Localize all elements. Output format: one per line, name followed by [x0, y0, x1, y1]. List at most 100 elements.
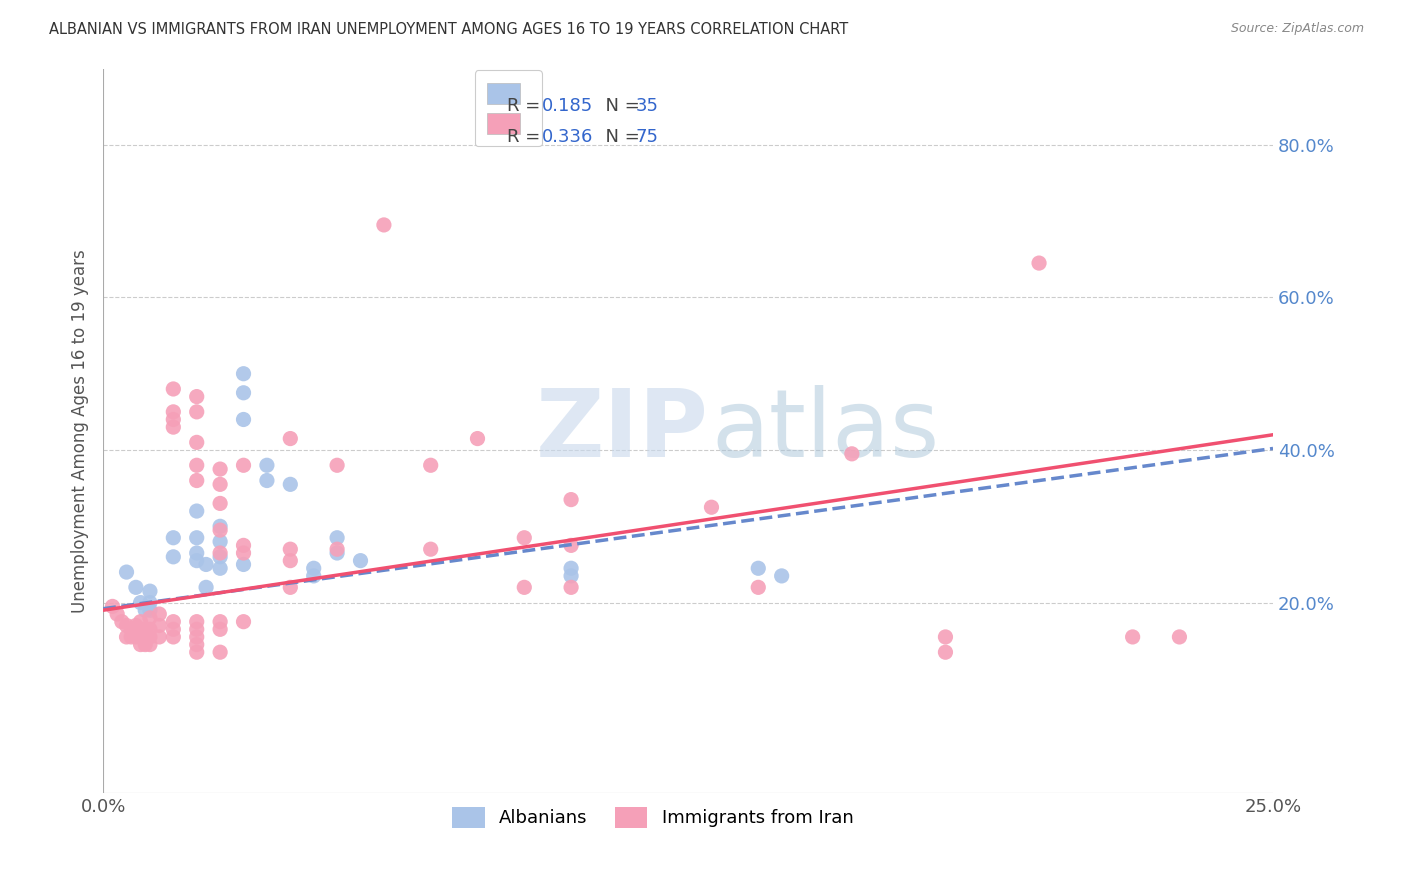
Point [302, 561, 325, 575]
Point [934, 645, 956, 659]
Point [125, 618, 148, 632]
Point [349, 554, 371, 568]
Point [186, 435, 208, 450]
Point [419, 542, 441, 557]
Point [326, 531, 349, 545]
Point [326, 546, 349, 560]
Point [560, 569, 582, 583]
Point [162, 420, 184, 434]
Point [934, 630, 956, 644]
Point [1168, 630, 1191, 644]
Point [120, 623, 142, 637]
Point [232, 558, 254, 572]
Y-axis label: Unemployment Among Ages 16 to 19 years: Unemployment Among Ages 16 to 19 years [72, 249, 89, 613]
Point [125, 580, 148, 594]
Text: R =: R = [506, 128, 546, 146]
Point [111, 615, 134, 629]
Point [232, 538, 254, 552]
Point [162, 615, 184, 629]
Point [186, 405, 208, 419]
Point [278, 554, 301, 568]
Point [278, 432, 301, 446]
Point [162, 382, 184, 396]
Point [700, 500, 723, 515]
Point [256, 458, 278, 473]
Point [209, 546, 232, 560]
Point [129, 596, 152, 610]
Text: atlas: atlas [711, 385, 939, 477]
Point [232, 546, 254, 560]
Point [139, 623, 162, 637]
Point [186, 504, 208, 518]
Point [186, 531, 208, 545]
Text: N =: N = [595, 97, 645, 115]
Point [139, 596, 162, 610]
Text: 0.185: 0.185 [541, 97, 593, 115]
Point [513, 580, 536, 594]
Point [125, 630, 148, 644]
Point [209, 561, 232, 575]
Point [129, 623, 152, 637]
Point [747, 580, 769, 594]
Point [105, 607, 128, 621]
Point [186, 546, 208, 560]
Point [841, 447, 863, 461]
Point [195, 558, 218, 572]
Point [513, 531, 536, 545]
Point [139, 603, 162, 617]
Point [186, 638, 208, 652]
Point [232, 458, 254, 473]
Point [162, 549, 184, 564]
Point [560, 492, 582, 507]
Point [195, 580, 218, 594]
Point [232, 367, 254, 381]
Point [115, 565, 138, 579]
Point [129, 615, 152, 629]
Point [1122, 630, 1144, 644]
Point [186, 474, 208, 488]
Point [134, 603, 156, 617]
Point [148, 630, 170, 644]
Point [256, 474, 278, 488]
Point [278, 477, 301, 491]
Text: N =: N = [595, 128, 645, 146]
Point [278, 542, 301, 557]
Point [186, 630, 208, 644]
Point [209, 623, 232, 637]
Point [162, 412, 184, 426]
Text: Source: ZipAtlas.com: Source: ZipAtlas.com [1230, 22, 1364, 36]
Point [115, 630, 138, 644]
Point [209, 549, 232, 564]
Point [186, 554, 208, 568]
Point [209, 534, 232, 549]
Text: 75: 75 [636, 128, 658, 146]
Point [232, 412, 254, 426]
Point [134, 638, 156, 652]
Point [139, 638, 162, 652]
Point [101, 599, 124, 614]
Point [209, 645, 232, 659]
Point [467, 432, 489, 446]
Point [326, 458, 349, 473]
Point [209, 477, 232, 491]
Point [134, 630, 156, 644]
Point [209, 519, 232, 533]
Text: ALBANIAN VS IMMIGRANTS FROM IRAN UNEMPLOYMENT AMONG AGES 16 TO 19 YEARS CORRELAT: ALBANIAN VS IMMIGRANTS FROM IRAN UNEMPLO… [49, 22, 848, 37]
Point [770, 569, 793, 583]
Point [209, 462, 232, 476]
Point [139, 584, 162, 599]
Point [186, 390, 208, 404]
Point [209, 615, 232, 629]
Point [139, 630, 162, 644]
Point [162, 630, 184, 644]
Point [1028, 256, 1050, 270]
Point [209, 496, 232, 510]
Point [232, 385, 254, 400]
Point [186, 645, 208, 659]
Point [186, 458, 208, 473]
Point [148, 618, 170, 632]
Point [560, 561, 582, 575]
Point [560, 538, 582, 552]
Point [278, 580, 301, 594]
Point [373, 218, 395, 232]
